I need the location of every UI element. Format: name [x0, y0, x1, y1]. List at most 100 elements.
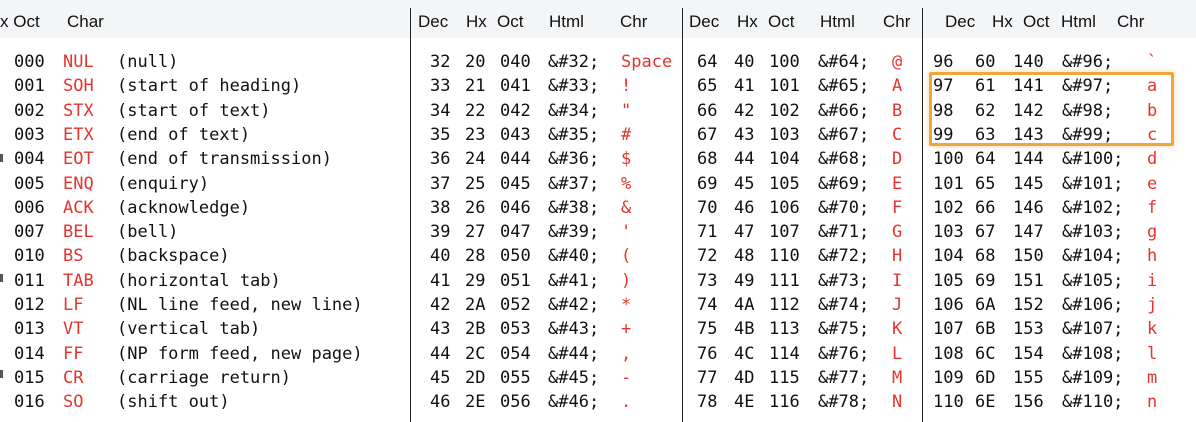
- hex-cell: 6D: [975, 367, 996, 388]
- table-row: 010 BS (backspace) 40 28 050 &#40; (72 48 110 &#72…: [0, 244, 1196, 268]
- oct-cell: 005: [14, 173, 45, 194]
- chr-cell: J: [892, 295, 903, 315]
- html-cell: &#96;: [1062, 52, 1114, 72]
- oct-cell: 043: [500, 124, 531, 145]
- oct-cell: 051: [500, 270, 531, 291]
- dec-cell: 64: [697, 52, 718, 72]
- chr-cell: F: [892, 197, 903, 218]
- column-divider: [682, 8, 683, 422]
- desc-cell: (acknowledge): [117, 197, 251, 218]
- dec-cell: 70: [697, 197, 718, 218]
- header-hx: Hx: [992, 12, 1013, 31]
- dec-cell: 104: [933, 246, 964, 267]
- oct-cell: 115: [769, 367, 800, 388]
- hex-cell: 47: [734, 222, 755, 243]
- hex-cell: 26: [465, 197, 486, 218]
- hex-cell: 61: [975, 76, 996, 97]
- oct-cell: 141: [1013, 76, 1044, 97]
- oct-cell: 010: [14, 246, 45, 267]
- oct-cell: 016: [14, 392, 45, 413]
- dec-cell: 41: [430, 270, 451, 291]
- hex-cell: 29: [465, 270, 486, 291]
- chr-cell: N: [892, 392, 903, 413]
- dec-cell: 33: [430, 76, 451, 97]
- header-html: Html: [549, 12, 584, 31]
- html-cell: &#39;: [548, 222, 600, 243]
- dec-cell: 76: [697, 343, 718, 364]
- header-oct: Oct: [497, 12, 524, 31]
- oct-cell: 042: [500, 100, 531, 121]
- oct-cell: 144: [1013, 149, 1044, 170]
- dec-cell: 39: [430, 222, 451, 243]
- oct-cell: 044: [500, 149, 531, 170]
- hex-cell: 24: [465, 149, 486, 170]
- hex-cell: 42: [734, 100, 755, 121]
- desc-cell: (carriage return): [117, 367, 291, 388]
- oct-cell: 103: [769, 124, 800, 145]
- html-cell: &#110;: [1062, 392, 1124, 413]
- header-html: Html: [1061, 12, 1096, 31]
- oct-cell: 146: [1013, 197, 1044, 218]
- hex-cell: 60: [975, 52, 996, 72]
- header-dec: Dec: [689, 12, 720, 31]
- header-chr: Chr: [620, 12, 648, 31]
- dec-cell: 73: [697, 270, 718, 291]
- chr-cell: i: [1147, 270, 1158, 291]
- html-cell: &#38;: [548, 197, 600, 218]
- chr-cell: &: [621, 197, 632, 218]
- abbr-cell: SOH: [63, 76, 94, 97]
- highlight-box: [929, 72, 1174, 146]
- oct-cell: 110: [769, 246, 800, 267]
- oct-cell: 101: [769, 76, 800, 97]
- desc-cell: (vertical tab): [117, 319, 261, 340]
- chr-cell: n: [1147, 392, 1158, 413]
- html-cell: &#78;: [818, 392, 870, 413]
- oct-cell: 053: [500, 319, 531, 340]
- chr-cell: D: [892, 149, 903, 170]
- hex-cell: 4D: [734, 367, 755, 388]
- chr-cell: Space: [621, 52, 673, 72]
- hex-cell: 68: [975, 246, 996, 267]
- dec-cell: 43: [430, 319, 451, 340]
- hex-cell: 21: [465, 76, 486, 97]
- hex-cell: 27: [465, 222, 486, 243]
- oct-cell: 056: [500, 392, 531, 413]
- desc-cell: (NL line feed, new line): [117, 295, 363, 315]
- hex-cell: 22: [465, 100, 486, 121]
- oct-cell: 001: [14, 76, 45, 97]
- oct-cell: 013: [14, 319, 45, 340]
- abbr-cell: ETX: [63, 124, 94, 145]
- desc-cell: (horizontal tab): [117, 270, 281, 291]
- html-cell: &#41;: [548, 270, 600, 291]
- chr-cell: h: [1147, 246, 1158, 267]
- hex-cell: 2C: [465, 343, 486, 364]
- chr-cell: `: [1147, 52, 1158, 72]
- oct-cell: 002: [14, 100, 45, 121]
- dec-cell: 71: [697, 222, 718, 243]
- hex-cell: 4B: [734, 319, 755, 340]
- oct-cell: 100: [769, 52, 800, 72]
- html-cell: &#75;: [818, 319, 870, 340]
- dec-cell: 105: [933, 270, 964, 291]
- chr-cell: e: [1147, 173, 1158, 194]
- oct-cell: 145: [1013, 173, 1044, 194]
- hex-cell: 40: [734, 52, 755, 72]
- table-row: 003 ETX (end of text) 35 23 043 &#35; #67 43 103 &…: [0, 123, 1196, 147]
- oct-cell: 102: [769, 100, 800, 121]
- table-row: 007 BEL (bell) 39 27 047 &#39; ' 71 47 107 &#71; G 10…: [0, 220, 1196, 244]
- column-divider: [922, 8, 923, 422]
- oct-cell: 004: [14, 149, 45, 170]
- desc-cell: (start of text): [117, 100, 271, 121]
- hex-cell: 45: [734, 173, 755, 194]
- oct-cell: 046: [500, 197, 531, 218]
- abbr-cell: FF: [63, 343, 84, 364]
- chr-cell: *: [621, 295, 632, 315]
- hex-cell: 4E: [734, 392, 755, 413]
- chr-cell: B: [892, 100, 903, 121]
- abbr-cell: ENQ: [63, 173, 94, 194]
- chr-cell: M: [892, 367, 903, 388]
- table-row: 014 FF (NP form feed, new page) 44 2C 054 &#44…: [0, 342, 1196, 366]
- hex-cell: 4C: [734, 343, 755, 364]
- hex-cell: 6C: [975, 343, 996, 364]
- html-cell: &#44;: [548, 343, 600, 364]
